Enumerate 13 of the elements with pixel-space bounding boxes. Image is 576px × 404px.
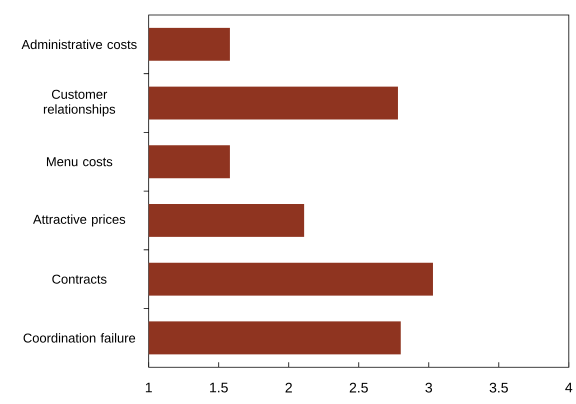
y-tick-label: Attractive prices [33, 214, 126, 226]
y-tick-label: Contracts [52, 274, 107, 284]
x-tick-label: 3.5 [490, 382, 508, 393]
y-tick-label: Administrative costs [22, 40, 137, 49]
x-tick-label: 1 [146, 382, 152, 392]
x-tick-label: 3 [425, 382, 432, 393]
x-tick-label: 2 [286, 382, 292, 392]
y-tick-label: Menu costs [46, 157, 112, 166]
x-tick-label: 4 [565, 382, 572, 392]
y-tick-label: Customer relationships [44, 90, 116, 116]
y-tick-label: Coordination failure [24, 333, 136, 343]
x-tick-label: 2.5 [350, 382, 368, 393]
x-tick-label: 1.5 [210, 382, 228, 392]
